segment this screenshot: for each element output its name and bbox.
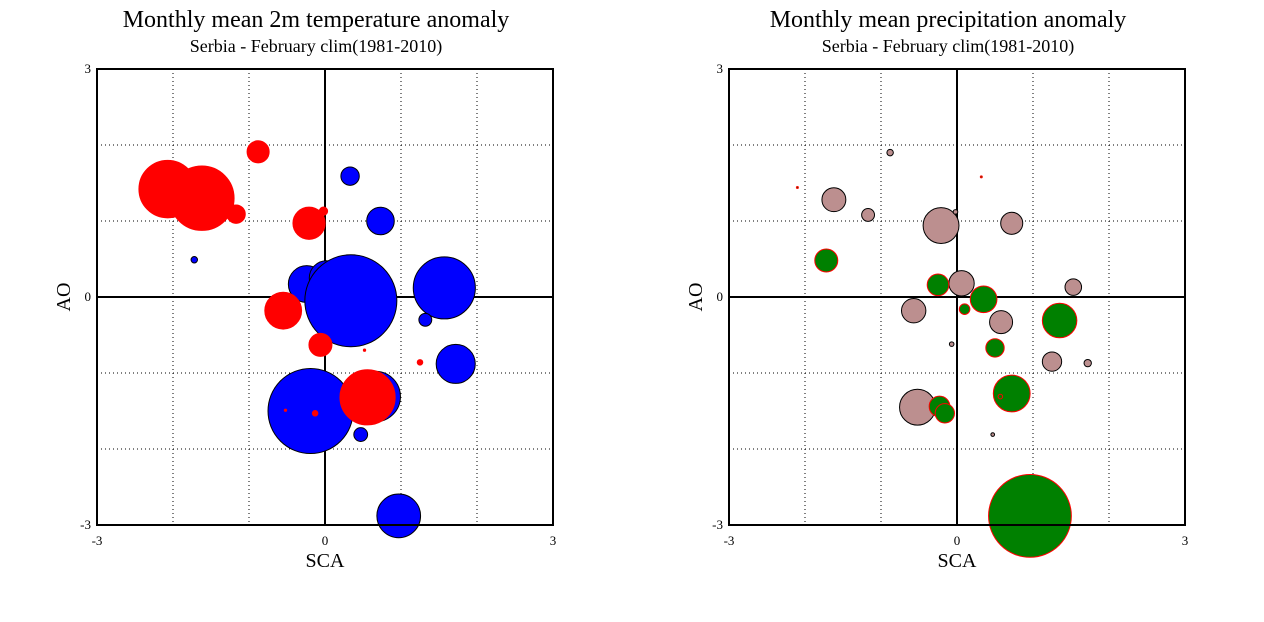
x-tick-label: -3	[92, 533, 103, 548]
y-tick-label: -3	[80, 517, 91, 532]
data-point	[308, 332, 333, 357]
data-point	[1041, 302, 1078, 339]
data-point	[821, 187, 847, 213]
x-tick-label: 0	[954, 533, 961, 548]
data-point	[292, 206, 326, 240]
data-point	[340, 166, 360, 186]
precipitation-panel: Monthly mean precipitation anomaly Serbia…	[632, 0, 1264, 622]
plot-frame	[728, 68, 1186, 526]
chart-subtitle: Serbia - February clim(1981-2010)	[190, 36, 442, 57]
data-point	[267, 367, 354, 455]
data-point	[412, 256, 476, 320]
precipitation-anomaly-chart: Monthly mean precipitation anomaly Serbia…	[685, 7, 1189, 572]
y-tick-label: 0	[85, 289, 92, 304]
data-point	[948, 341, 955, 347]
x-tick-label: 3	[1182, 533, 1189, 548]
data-point	[979, 175, 983, 179]
data-point	[362, 348, 367, 352]
data-point	[992, 374, 1031, 413]
data-point	[283, 408, 288, 412]
temperature-anomaly-chart: Monthly mean 2m temperature anomaly Serbi…	[53, 7, 557, 572]
data-point	[861, 207, 876, 222]
data-points	[138, 140, 476, 539]
chart-subtitle: Serbia - February clim(1981-2010)	[822, 36, 1074, 57]
y-tick-label: 0	[717, 289, 724, 304]
data-point	[418, 312, 433, 327]
y-tick-label: 3	[717, 61, 724, 76]
y-axis-label: AO	[53, 283, 75, 312]
chart-title: Monthly mean precipitation anomaly	[770, 7, 1127, 33]
data-point	[1083, 358, 1092, 368]
data-point	[190, 256, 198, 264]
data-point	[900, 297, 927, 324]
data-point	[311, 410, 319, 417]
data-point	[1000, 211, 1024, 235]
x-tick-label: -3	[724, 533, 735, 548]
data-point	[339, 369, 396, 426]
data-points	[795, 148, 1092, 558]
data-point	[969, 285, 998, 314]
data-point	[264, 291, 303, 330]
data-point	[814, 248, 839, 273]
data-point	[988, 473, 1072, 558]
data-point	[435, 343, 476, 384]
data-point	[926, 273, 950, 297]
x-tick-label: 3	[550, 533, 557, 548]
data-point	[934, 403, 955, 424]
data-point	[1041, 351, 1063, 372]
data-point	[795, 186, 799, 190]
x-axis-label: SCA	[938, 550, 977, 572]
data-point	[958, 303, 971, 315]
chart-title: Monthly mean 2m temperature anomaly	[123, 7, 510, 33]
data-point	[997, 393, 1004, 400]
data-point	[886, 148, 894, 157]
data-point	[985, 338, 1005, 358]
data-point	[948, 270, 975, 297]
temperature-panel: Monthly mean 2m temperature anomaly Serbi…	[53, 7, 557, 572]
data-point	[353, 427, 369, 442]
data-point	[989, 310, 1014, 335]
data-point	[1064, 278, 1083, 296]
data-point	[366, 206, 395, 236]
plot-frame	[96, 68, 554, 526]
data-point	[246, 140, 270, 164]
data-point	[304, 254, 398, 348]
x-tick-label: 0	[322, 533, 329, 548]
data-point	[952, 209, 959, 215]
data-point	[922, 207, 960, 244]
data-point	[169, 165, 235, 231]
data-point	[318, 206, 329, 216]
data-point	[990, 432, 996, 437]
data-point	[226, 204, 246, 224]
x-axis-label: SCA	[306, 550, 345, 572]
y-tick-label: -3	[712, 517, 723, 532]
y-tick-label: 3	[85, 61, 92, 76]
y-axis-label: AO	[685, 283, 707, 312]
data-point	[376, 493, 422, 539]
data-point	[416, 359, 424, 366]
